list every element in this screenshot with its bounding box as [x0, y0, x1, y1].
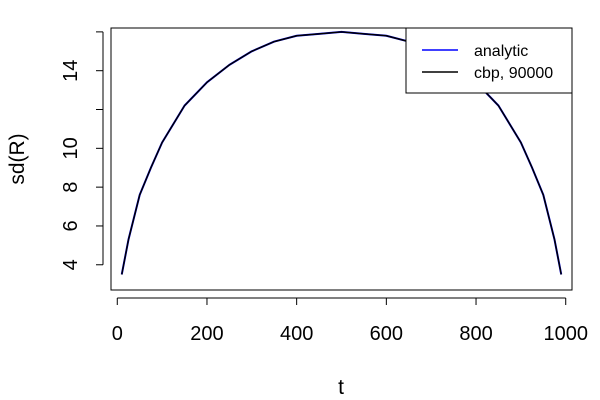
y-tick-label: 8 — [60, 182, 82, 193]
series-line-1 — [121, 31, 562, 275]
legend-label-analytic: analytic — [474, 43, 528, 60]
x-tick-label: 600 — [370, 323, 403, 345]
series-layer — [120, 30, 563, 275]
y-tick-label: 6 — [60, 220, 82, 231]
legend-box — [405, 27, 573, 94]
x-tick-label: 400 — [280, 323, 313, 345]
y-tick-label: 10 — [60, 137, 82, 159]
legend: analytic cbp, 90000 — [405, 27, 573, 94]
x-tick-label: 0 — [112, 323, 123, 345]
x-axis-label: t — [338, 376, 344, 399]
plot-frame — [110, 27, 573, 291]
x-tick-label: 1000 — [543, 323, 588, 345]
x-axis: 0 200 400 600 800 1000 — [112, 297, 588, 345]
y-tick-label: 4 — [60, 259, 82, 270]
x-tick-label: 800 — [459, 323, 492, 345]
y-tick-label: 14 — [60, 60, 82, 82]
y-axis-label: sd(R) — [6, 133, 29, 184]
legend-label-cbp: cbp, 90000 — [474, 65, 553, 82]
x-tick-label: 200 — [190, 323, 223, 345]
y-axis: 4 6 8 10 14 — [60, 31, 104, 270]
